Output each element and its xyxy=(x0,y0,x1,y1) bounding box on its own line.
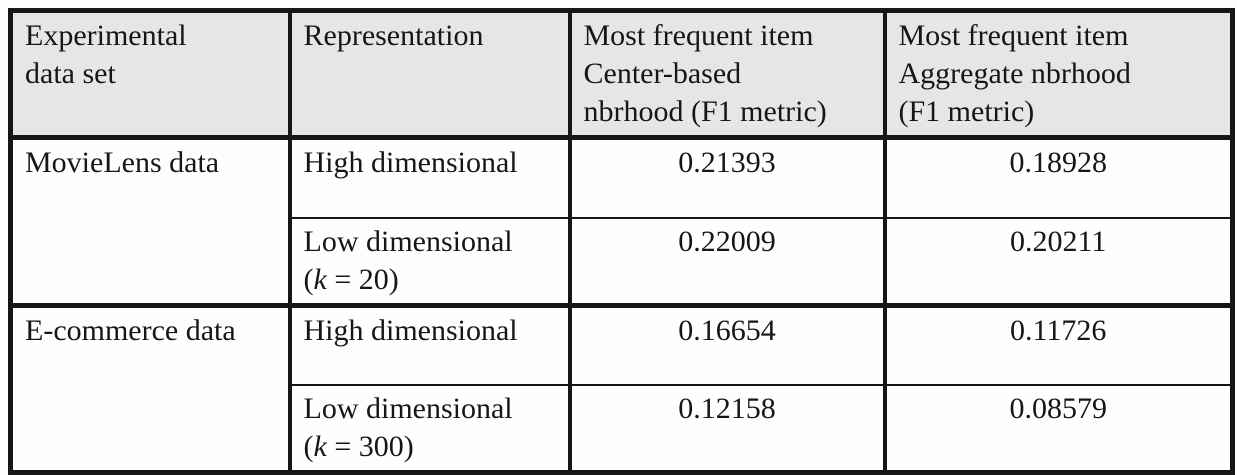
k-rest: = 300) xyxy=(326,430,414,463)
header-line: nbrhood (F1 metric) xyxy=(583,95,827,128)
representation-label: Low dimensional xyxy=(303,392,513,425)
cell-aggregate-f1-ecommerce-high: 0.11726 xyxy=(882,305,1235,386)
k-symbol: k xyxy=(313,430,327,463)
header-line: Most frequent item xyxy=(898,19,1129,52)
header-cell-aggregate-nbrhood: Most frequent item Aggregate nbrhood (F1… xyxy=(882,10,1235,140)
header-line: Most frequent item xyxy=(583,19,814,52)
header-line: Aggregate nbrhood xyxy=(898,57,1131,90)
cell-dataset-movielens: MovieLens data xyxy=(8,137,292,308)
header-line: Center-based xyxy=(583,57,742,90)
results-table: Experimental data set Representation Mos… xyxy=(8,8,1235,475)
cell-center-f1-movielens-high: 0.21393 xyxy=(567,137,887,219)
cell-representation-movielens-high: High dimensional xyxy=(287,137,572,219)
cell-aggregate-f1-movielens-low: 0.20211 xyxy=(882,217,1235,308)
table-row-movielens-low: Low dimensional (k = 20) 0.22009 0.20211 xyxy=(11,217,1235,308)
header-line: data set xyxy=(25,57,116,90)
k-rest: = 20) xyxy=(326,262,399,296)
header-cell-representation: Representation xyxy=(287,10,572,140)
cell-center-f1-ecommerce-high: 0.16654 xyxy=(567,305,887,386)
table-row-ecommerce-high: E-commerce data High dimensional 0.16654… xyxy=(8,305,1235,475)
cell-representation-movielens-low: Low dimensional (k = 20) xyxy=(287,217,572,308)
cell-aggregate-f1-ecommerce-low: 0.08579 xyxy=(882,385,1235,475)
representation-label: High dimensional xyxy=(303,146,518,179)
cell-aggregate-f1-movielens-high: 0.18928 xyxy=(882,137,1235,219)
k-parameter-label: (k = 20) xyxy=(304,261,556,299)
cell-representation-ecommerce-high: High dimensional xyxy=(287,305,572,386)
header-line: Representation xyxy=(303,19,484,52)
representation-label: High dimensional xyxy=(303,313,518,347)
header-row: Experimental data set Representation Mos… xyxy=(8,10,1235,140)
table-row-movielens-high: MovieLens data High dimensional 0.21393 … xyxy=(8,137,1235,308)
k-open: ( xyxy=(303,430,314,463)
cell-dataset-ecommerce: E-commerce data xyxy=(8,305,292,475)
header-cell-center-based-nbrhood: Most frequent item Center-based nbrhood … xyxy=(567,10,887,140)
k-symbol: k xyxy=(313,262,327,296)
representation-label: Low dimensional xyxy=(303,224,513,258)
header-line: Experimental xyxy=(25,19,187,52)
header-cell-experimental-data-set: Experimental data set xyxy=(8,10,292,140)
page: Experimental data set Representation Mos… xyxy=(8,8,1235,475)
header-line: (F1 metric) xyxy=(898,95,1035,128)
cell-representation-ecommerce-low: Low dimensional (k = 300) xyxy=(287,385,572,475)
cell-center-f1-movielens-low: 0.22009 xyxy=(567,217,887,308)
k-parameter-label: (k = 300) xyxy=(304,428,556,466)
cell-center-f1-ecommerce-low: 0.12158 xyxy=(567,385,887,475)
k-open: ( xyxy=(303,262,314,296)
